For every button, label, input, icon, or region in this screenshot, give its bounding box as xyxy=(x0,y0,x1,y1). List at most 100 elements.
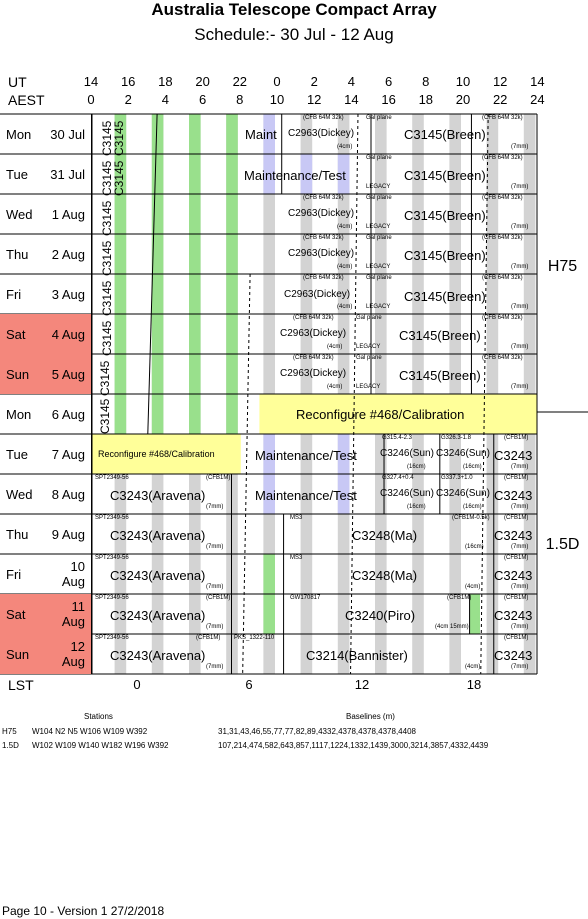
day-date: 10 Aug xyxy=(61,559,85,589)
day-of-week: Mon xyxy=(6,406,32,422)
c3145-label-row1b: C3145 xyxy=(112,120,126,156)
hour-stripe xyxy=(375,634,387,674)
green-stripe xyxy=(226,394,238,434)
day-label-row: Fri 10 Aug xyxy=(0,554,92,594)
ut-tick-label: 2 xyxy=(310,74,318,89)
hour-stripe xyxy=(300,434,313,474)
cm4-label: (4cm) xyxy=(337,144,353,150)
green-stripe xyxy=(151,234,164,274)
hour-stripe xyxy=(449,354,461,394)
hour-stripe xyxy=(412,474,424,514)
hour-stripe xyxy=(375,154,387,194)
green-stripe xyxy=(114,234,127,274)
day-date: 12 Aug xyxy=(61,639,85,669)
c2963-label: C2963(Dickey) xyxy=(288,128,355,139)
hour-stripe xyxy=(300,114,313,154)
cfb1m-label: (CFB1M) xyxy=(206,595,231,601)
gal-plane-label: Gal plane xyxy=(356,315,382,321)
hour-stripe xyxy=(263,514,275,554)
day-of-week: Sun xyxy=(6,646,30,662)
g3154-label: G315.4-2.3 xyxy=(382,435,413,441)
day-of-week: Tue xyxy=(6,446,28,462)
green-stripe xyxy=(114,274,127,314)
spt-label: SPT2349-56 xyxy=(95,475,129,481)
cfb64-label: (CFB 64M 32k) xyxy=(482,235,523,241)
c2963-label: C2963(Dickey) xyxy=(288,248,355,259)
mm7-label: (7mm) xyxy=(206,504,224,510)
hour-stripe xyxy=(114,514,127,554)
hour-stripe xyxy=(375,274,387,314)
cm4-15-label: (4cm 15mm) xyxy=(435,624,469,630)
day-date: 11 Aug xyxy=(61,599,85,629)
day-of-week: Sun xyxy=(6,366,30,382)
green-stripe xyxy=(151,194,164,234)
day-label-row: Mon 6 Aug xyxy=(0,394,92,434)
c3145-breen-label: C3145(Breen) xyxy=(404,127,486,142)
day-label-row: Wed 1 Aug xyxy=(0,194,92,234)
green-stripe xyxy=(151,274,164,314)
ut-tick-label: 14 xyxy=(83,74,99,89)
cm16-label: (16cm) xyxy=(463,504,482,510)
footer-stations-h75: W104 N2 N5 W106 W109 W392 xyxy=(32,727,148,736)
hour-stripe xyxy=(375,234,387,274)
legacy-label: LEGACY xyxy=(366,264,391,270)
hour-stripe xyxy=(523,354,536,394)
hour-stripe xyxy=(114,634,127,674)
day-of-week: Wed xyxy=(6,206,33,222)
aest-tick-label: 16 xyxy=(381,92,396,107)
green-stripe xyxy=(226,314,238,354)
hour-stripe xyxy=(449,554,461,594)
hour-stripe xyxy=(151,554,164,594)
hour-stripe xyxy=(263,314,275,354)
cm4-label: (4cm) xyxy=(337,264,353,270)
mm7-label: (7mm) xyxy=(511,384,529,390)
gal-plane-label: Gal plane xyxy=(366,155,392,161)
c3243-aravena-label: C3243(Aravena) xyxy=(110,648,206,663)
c3240-label: C3240(Piro) xyxy=(345,608,416,623)
day-label-row: Sat 4 Aug xyxy=(0,314,92,354)
ut-tick-label: 18 xyxy=(158,74,173,89)
ut-tick-label: 22 xyxy=(232,74,248,89)
legacy-label: LEGACY xyxy=(366,304,391,310)
g326-label: G326.3-1.8 xyxy=(441,435,472,441)
hour-stripe xyxy=(486,314,499,354)
hour-stripe xyxy=(449,234,461,274)
cm16-label: (16cm) xyxy=(463,464,482,470)
hour-stripe xyxy=(412,154,424,194)
cfb1m-label: (CFB1M) xyxy=(504,475,529,481)
aest-tick-label: 10 xyxy=(269,92,285,107)
c2963-label: C2963(Dickey) xyxy=(284,289,351,300)
day-date: 2 Aug xyxy=(51,246,85,262)
hour-stripe xyxy=(263,234,275,274)
cfb64-label: (CFB 64M 32k) xyxy=(303,275,344,281)
hour-stripe xyxy=(375,434,387,474)
green-stripe xyxy=(114,394,127,434)
cfb1m-label: (CFB1M) xyxy=(196,635,221,641)
green-stripe xyxy=(226,234,238,274)
day-label-row: Wed 8 Aug xyxy=(0,474,92,514)
hour-stripe xyxy=(523,154,536,194)
lst-axis-label: LST xyxy=(8,677,34,693)
day-of-week: Sat xyxy=(6,326,26,342)
hour-stripe xyxy=(263,274,275,314)
hour-stripe xyxy=(523,234,536,274)
cm4-label: (4cm) xyxy=(327,384,343,390)
c3243-label: C3243 xyxy=(494,608,533,623)
green-stripe xyxy=(470,594,480,634)
hour-stripe xyxy=(375,474,387,514)
day-label-row: Sun 5 Aug xyxy=(0,354,92,394)
hour-stripe xyxy=(449,474,461,514)
green-stripe xyxy=(151,154,164,194)
hour-stripe xyxy=(523,594,536,634)
day-of-week: Fri xyxy=(6,566,22,582)
c3145-label-row7: C3145 xyxy=(98,360,112,396)
aest-tick-label: 20 xyxy=(455,92,471,107)
green-stripe xyxy=(189,314,201,354)
mm7-label: (7mm) xyxy=(511,304,529,310)
mm7-label: (7mm) xyxy=(206,664,224,670)
maint-test-label: Maintenance/Test xyxy=(255,488,357,503)
day-of-week: Tue xyxy=(6,166,28,182)
green-stripe xyxy=(226,154,238,194)
hour-stripe xyxy=(151,634,164,674)
